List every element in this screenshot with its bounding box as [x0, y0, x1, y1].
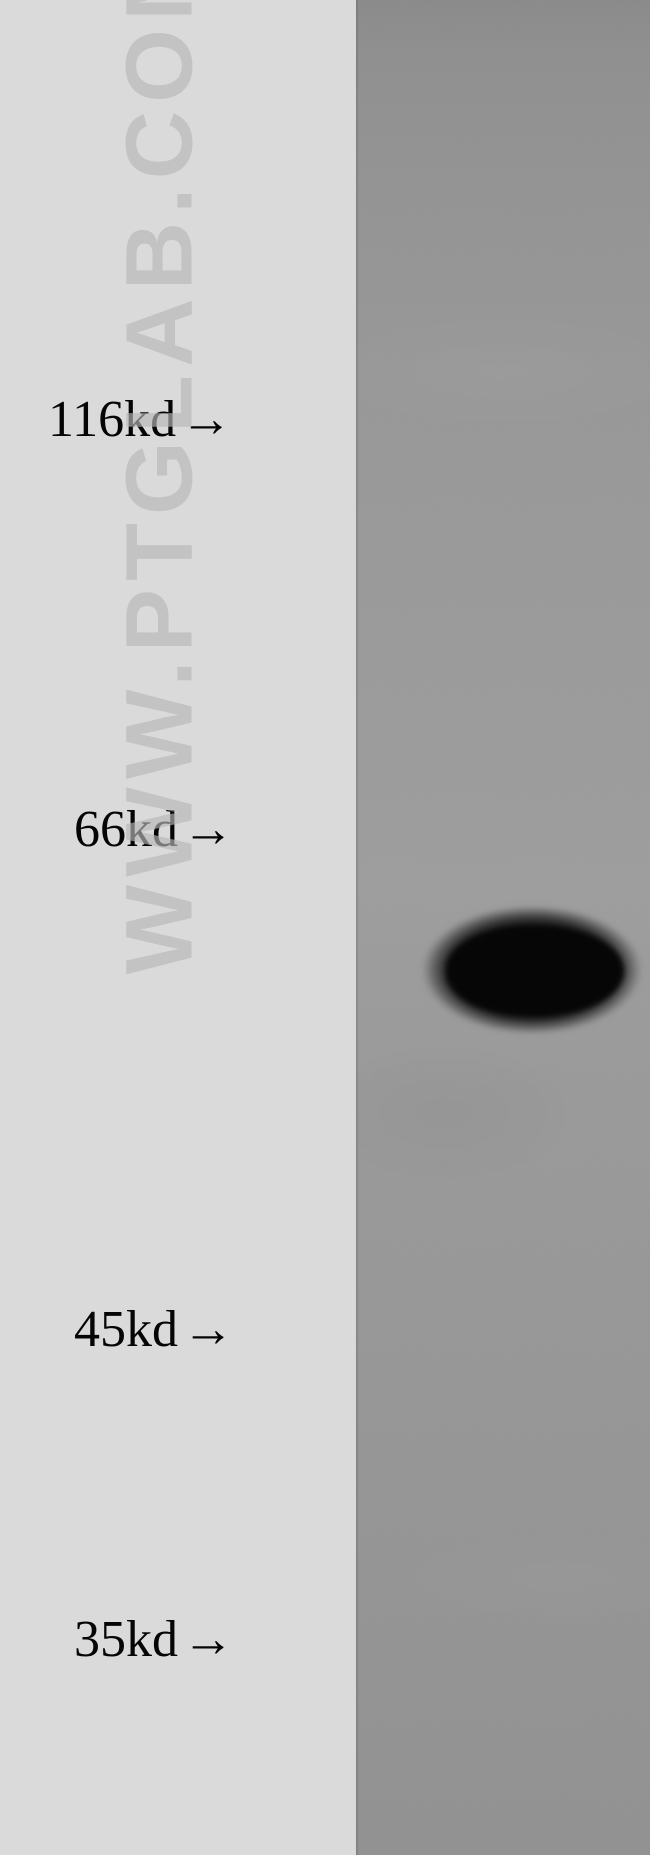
mw-marker-45kd: 45kd→: [74, 1300, 234, 1359]
mw-label-text: 66kd: [74, 800, 178, 859]
mw-marker-66kd: 66kd→: [74, 800, 234, 859]
mw-marker-116kd: 116kd→: [48, 390, 232, 449]
mw-label-text: 116kd: [48, 390, 176, 449]
protein-band-core: [446, 925, 624, 1017]
arrow-icon: →: [182, 800, 234, 859]
arrow-icon: →: [182, 1610, 234, 1669]
blot-lane: [356, 0, 650, 1855]
mw-marker-35kd: 35kd→: [74, 1610, 234, 1669]
lane-edge-shadow: [356, 0, 359, 1855]
mw-label-text: 35kd: [74, 1610, 178, 1669]
arrow-icon: →: [182, 1300, 234, 1359]
arrow-icon: →: [180, 390, 232, 449]
molecular-weight-labels-column: 116kd→ 66kd→ 45kd→ 35kd→: [0, 0, 350, 1855]
mw-label-text: 45kd: [74, 1300, 178, 1359]
